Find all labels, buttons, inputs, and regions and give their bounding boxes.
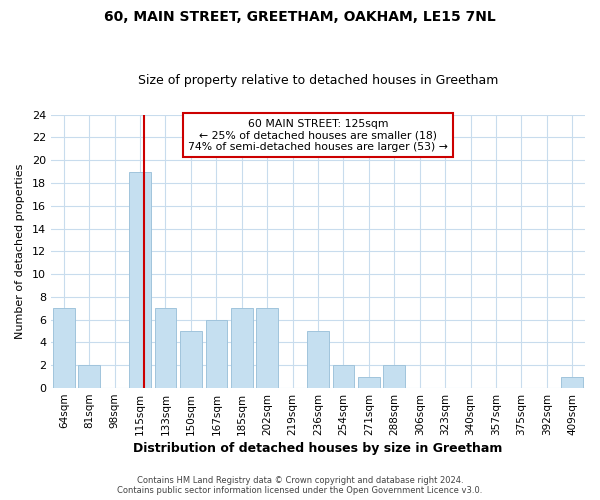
Bar xyxy=(231,308,253,388)
Text: Contains HM Land Registry data © Crown copyright and database right 2024.
Contai: Contains HM Land Registry data © Crown c… xyxy=(118,476,482,495)
Text: 60 MAIN STREET: 125sqm
← 25% of detached houses are smaller (18)
74% of semi-det: 60 MAIN STREET: 125sqm ← 25% of detached… xyxy=(188,118,448,152)
Bar xyxy=(256,308,278,388)
Bar xyxy=(129,172,151,388)
Y-axis label: Number of detached properties: Number of detached properties xyxy=(15,164,25,339)
Bar xyxy=(206,320,227,388)
Bar xyxy=(79,366,100,388)
Title: Size of property relative to detached houses in Greetham: Size of property relative to detached ho… xyxy=(138,74,498,87)
Bar xyxy=(307,331,329,388)
Bar xyxy=(562,376,583,388)
Bar xyxy=(53,308,74,388)
Text: 60, MAIN STREET, GREETHAM, OAKHAM, LE15 7NL: 60, MAIN STREET, GREETHAM, OAKHAM, LE15 … xyxy=(104,10,496,24)
Bar xyxy=(358,376,380,388)
Bar xyxy=(155,308,176,388)
Bar xyxy=(180,331,202,388)
X-axis label: Distribution of detached houses by size in Greetham: Distribution of detached houses by size … xyxy=(133,442,503,455)
Bar xyxy=(383,366,405,388)
Bar xyxy=(332,366,354,388)
